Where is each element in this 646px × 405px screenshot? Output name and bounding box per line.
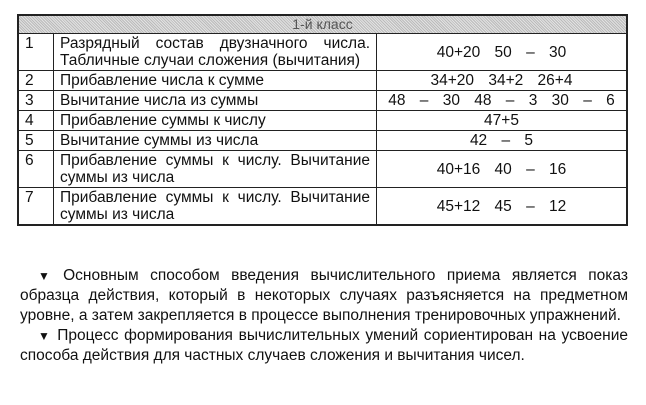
row-number: 6 (17, 150, 54, 188)
triangle-down-icon: ▼ (38, 269, 58, 283)
row-description: Вычитание числа из суммы (53, 90, 377, 111)
row-examples: 34+20 34+2 26+4 (376, 70, 628, 91)
row-number: 7 (17, 187, 54, 226)
row-examples: 40+20 50 – 30 (376, 33, 628, 71)
table-row: 5 Вычитание суммы из числа 42 – 5 (17, 130, 628, 151)
paragraph: ▼ Процесс формирования вычислительных уме… (20, 327, 628, 364)
table-header: 1-й класс (17, 14, 628, 34)
table-row: 7 Прибавление суммы к числу. Вычитание су… (17, 187, 628, 226)
row-examples: 45+12 45 – 12 (376, 187, 628, 226)
triangle-down-icon: ▼ (38, 329, 52, 343)
table-row: 6 Прибавление суммы к числу. Вычитание су… (17, 150, 628, 188)
row-examples: 40+16 40 – 16 (376, 150, 628, 188)
row-number: 1 (17, 33, 54, 71)
row-examples: 42 – 5 (376, 130, 628, 151)
table-row: 3 Вычитание числа из суммы 48 – 30 48 – 3 … (17, 90, 628, 111)
table-row: 4 Прибавление суммы к числу 47+5 (17, 110, 628, 131)
methods-table: 1-й класс 1 Разрядный состав двузначного … (17, 14, 628, 226)
body-text: ▼ Основным способом введения вычислительн… (20, 266, 628, 366)
paragraph: ▼ Основным способом введения вычислительн… (20, 267, 628, 324)
row-number: 3 (17, 90, 54, 111)
row-number: 5 (17, 130, 54, 151)
row-description: Вычитание суммы из числа (53, 130, 377, 151)
row-description: Разрядный состав двузначного числа. Табл… (53, 33, 377, 71)
table-row: 1 Разрядный состав двузначного числа. Таб… (17, 33, 628, 71)
row-examples: 48 – 30 48 – 3 30 – 6 (376, 90, 628, 111)
row-number: 4 (17, 110, 54, 131)
row-description: Прибавление суммы к числу. Вычитание сум… (53, 187, 377, 226)
row-number: 2 (17, 70, 54, 91)
row-description: Прибавление суммы к числу (53, 110, 377, 131)
table-row: 2 Прибавление числа к сумме 34+20 34+2 26+… (17, 70, 628, 91)
row-description: Прибавление суммы к числу. Вычитание сум… (53, 150, 377, 188)
row-description: Прибавление числа к сумме (53, 70, 377, 91)
row-examples: 47+5 (376, 110, 628, 131)
